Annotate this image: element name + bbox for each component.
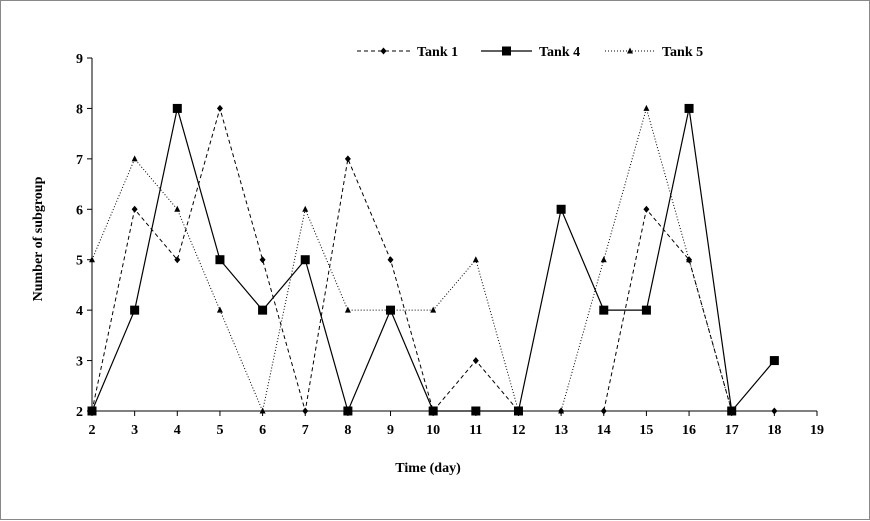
x-tick-label: 7 <box>302 423 309 438</box>
data-point-square <box>215 255 225 265</box>
data-point-square <box>684 103 694 113</box>
data-point-square <box>556 204 566 214</box>
series-layer <box>87 103 779 416</box>
x-tick-label: 12 <box>511 423 525 438</box>
data-point-diamond <box>472 357 479 365</box>
data-point-diamond <box>302 407 309 415</box>
x-tick-label: 3 <box>131 423 138 438</box>
data-point-diamond <box>387 256 394 264</box>
data-point-diamond <box>344 155 351 163</box>
x-ticks: 2 3 4 5 6 7 8 9 10 11 12 13 14 15 16 17 18 19 <box>89 411 824 438</box>
data-point-diamond <box>216 104 223 112</box>
data-point-triangle <box>89 256 95 263</box>
data-point-diamond <box>643 205 650 213</box>
data-point-triangle <box>686 256 693 263</box>
data-point-triangle <box>430 306 437 313</box>
series-tank-4 <box>87 103 779 416</box>
series-line <box>91 106 733 413</box>
series-tank-5 <box>89 104 735 414</box>
data-point-square <box>130 305 140 315</box>
x-tick-label: 10 <box>426 423 440 438</box>
x-tick-label: 19 <box>810 423 824 438</box>
x-tick-label: 14 <box>597 423 611 438</box>
data-point-square <box>258 305 268 315</box>
legend-item: Tank 5 <box>605 45 703 60</box>
data-point-triangle <box>174 205 181 212</box>
data-point-square <box>343 406 353 416</box>
data-point-square <box>471 406 481 416</box>
x-tick-label: 4 <box>174 423 181 438</box>
x-tick-label: 9 <box>387 423 394 438</box>
data-point-triangle <box>472 256 479 263</box>
data-point-triangle <box>643 104 650 111</box>
data-point-diamond <box>771 407 778 415</box>
x-tick-label: 6 <box>259 423 266 438</box>
legend-item: Tank 4 <box>481 45 580 60</box>
data-point-diamond <box>174 256 181 264</box>
x-tick-label: 2 <box>89 423 96 438</box>
data-point-triangle <box>259 407 266 414</box>
data-point-triangle <box>600 256 607 263</box>
y-tick-label: 7 <box>76 153 83 168</box>
series-line <box>91 108 775 413</box>
data-point-triangle <box>344 306 351 313</box>
data-point-square <box>87 406 97 416</box>
data-point-square <box>769 356 779 366</box>
x-tick-label: 17 <box>725 423 739 438</box>
data-point-square <box>641 305 651 315</box>
data-point-triangle <box>387 306 394 313</box>
data-point-square <box>599 305 609 315</box>
y-ticks: 2 3 4 5 6 7 8 9 <box>76 52 92 420</box>
y-tick-label: 9 <box>76 52 83 67</box>
legend-label: Tank 4 <box>539 45 580 60</box>
data-point-triangle <box>515 407 522 414</box>
legend: Tank 1 Tank 4 Tank 5 <box>357 45 703 60</box>
data-point-triangle <box>558 407 565 414</box>
data-point-triangle <box>728 407 735 414</box>
legend-label: Tank 5 <box>662 45 703 60</box>
y-tick-label: 4 <box>76 304 83 319</box>
y-tick-label: 6 <box>76 203 83 218</box>
x-tick-label: 15 <box>639 423 653 438</box>
y-tick-label: 5 <box>76 254 83 269</box>
series-line <box>91 106 775 413</box>
data-point-square <box>300 255 310 265</box>
data-point-triangle <box>216 306 223 313</box>
x-tick-label: 11 <box>469 423 482 438</box>
x-tick-label: 13 <box>554 423 568 438</box>
y-tick-label: 2 <box>76 405 83 420</box>
data-point-triangle <box>131 155 138 162</box>
y-tick-label: 3 <box>76 355 83 370</box>
x-tick-label: 8 <box>344 423 351 438</box>
legend-marker-diamond <box>380 47 387 55</box>
y-tick-label: 8 <box>76 102 83 117</box>
x-tick-label: 16 <box>682 423 696 438</box>
data-point-square <box>172 103 182 113</box>
data-point-square <box>428 406 438 416</box>
x-tick-label: 5 <box>216 423 223 438</box>
x-tick-label: 18 <box>767 423 781 438</box>
data-point-diamond <box>259 256 266 264</box>
data-point-diamond <box>131 205 138 213</box>
data-point-triangle <box>302 205 309 212</box>
data-point-diamond <box>600 407 607 415</box>
legend-marker-triangle <box>627 47 633 54</box>
axes <box>91 58 817 412</box>
y-axis-title: Number of subgroup <box>31 176 46 301</box>
series-tank-1 <box>89 104 778 415</box>
legend-marker-square <box>502 46 511 56</box>
x-axis-title: Time (day) <box>395 461 461 476</box>
legend-label: Tank 1 <box>417 45 458 60</box>
legend-item: Tank 1 <box>357 45 458 60</box>
